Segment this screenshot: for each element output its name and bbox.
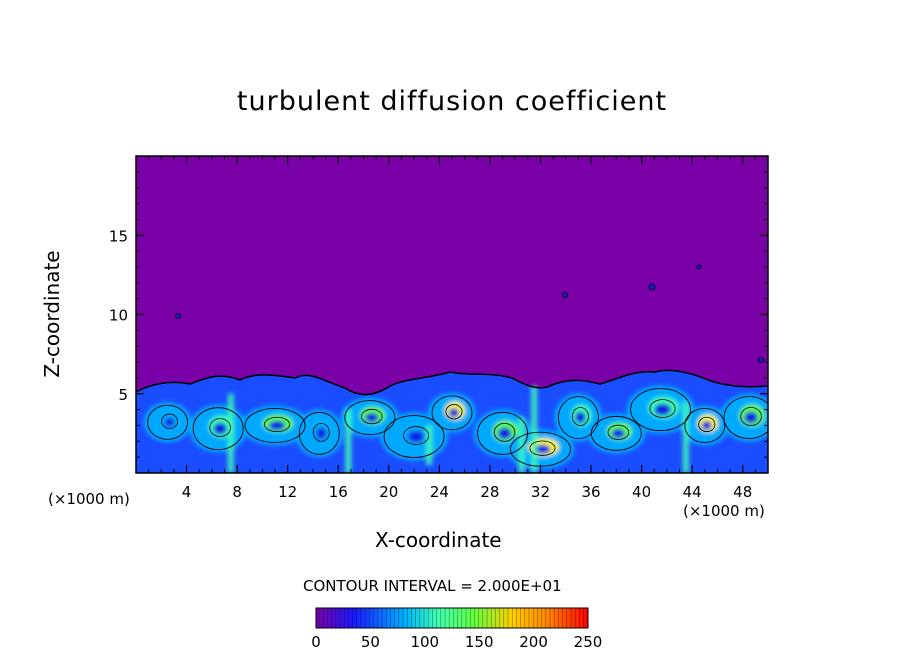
contour-ring — [493, 422, 516, 442]
eddy-center — [497, 427, 512, 440]
colorbar-tick-label: 100 — [410, 633, 439, 651]
x-tick-label: 8 — [232, 483, 242, 501]
colorbar-tick-label: 0 — [311, 633, 321, 651]
contour-ring — [529, 440, 556, 456]
x-tick-label: 28 — [480, 483, 499, 501]
contour-ring — [312, 422, 330, 442]
x-axis-label: X-coordinate — [375, 528, 502, 552]
x-axis-ticks: 4 8 12 16 20 24 28 32 36 40 44 48 — [148, 156, 756, 501]
contour-ring — [590, 415, 642, 451]
contour-interval-note: CONTOUR INTERVAL = 2.000E+01 — [303, 577, 562, 595]
plume-streak — [227, 393, 234, 473]
contour-ring — [740, 407, 762, 426]
contour-ring — [698, 416, 716, 433]
colorbar-tick-label: 200 — [519, 633, 548, 651]
x-tick-label: 4 — [182, 483, 192, 501]
y-tick-label: 10 — [109, 307, 128, 325]
eddy-center — [744, 411, 758, 424]
contour-ring — [723, 396, 768, 439]
eddy-center — [164, 417, 176, 428]
y-axis-ticks: 5 10 15 — [109, 171, 768, 458]
x-tick-label: 32 — [531, 483, 550, 501]
plume-streak — [682, 401, 689, 473]
eddy-center — [364, 412, 379, 423]
eddy-center — [407, 430, 425, 443]
plume-streak — [426, 425, 433, 466]
x-tick-label: 48 — [733, 483, 752, 501]
contour-ring — [192, 407, 244, 451]
x-tick-label: 40 — [632, 483, 651, 501]
colorbar-tick-label: 250 — [574, 633, 603, 651]
x-tick-label: 20 — [379, 483, 398, 501]
contour-ring — [344, 400, 396, 435]
colorbar-tick-label: 50 — [361, 633, 380, 651]
x-tick-label: 44 — [683, 483, 702, 501]
x-tick-label: 12 — [278, 483, 297, 501]
contour-ring — [161, 413, 179, 429]
eddy-center — [448, 407, 460, 418]
eddy-center — [701, 420, 713, 431]
layer-outline — [136, 369, 768, 396]
eddy-center — [213, 422, 228, 435]
colorbar-ticks: 0 50 100 150 200 250 — [311, 633, 602, 651]
contour-ring — [630, 388, 692, 432]
contour-ring — [264, 416, 291, 433]
eddy-center — [611, 428, 626, 439]
contour-ring — [557, 396, 599, 439]
chart-title: turbulent diffusion coefficient — [236, 86, 668, 117]
y-axis-label: Z-coordinate — [40, 250, 64, 378]
plume-streak — [531, 385, 538, 473]
x-tick-label: 24 — [430, 483, 449, 501]
y-tick-label: 15 — [109, 227, 128, 245]
eddy-center — [654, 403, 671, 416]
contour-ring — [403, 426, 430, 445]
contour-ring — [571, 407, 589, 426]
eddy-center — [315, 427, 327, 440]
contour-ring — [649, 399, 676, 419]
contour-ring — [361, 408, 383, 425]
contour-ring — [431, 395, 473, 431]
colorbar-stripes — [318, 608, 589, 628]
x-unit-label-left: (×1000 m) — [48, 490, 130, 508]
contour-ring — [445, 404, 463, 420]
contour-ring — [244, 408, 306, 443]
x-tick-label: 36 — [581, 483, 600, 501]
x-tick-label: 16 — [329, 483, 348, 501]
eddy-center — [534, 444, 551, 455]
x-unit-label-right: (×1000 m) — [683, 502, 765, 520]
contour-ring — [684, 408, 726, 443]
plume-streak — [518, 417, 525, 473]
contour-ring — [607, 424, 630, 440]
turbulent-layer — [136, 264, 768, 473]
eddy-center — [268, 420, 286, 431]
contour-ring — [298, 411, 340, 455]
contour-ring — [383, 415, 445, 458]
contour-ring — [209, 418, 231, 438]
colorbar-tick-label: 150 — [465, 633, 494, 651]
eddy-center — [575, 411, 586, 424]
y-tick-label: 5 — [118, 386, 128, 404]
plume-streak — [345, 409, 352, 473]
contour-ring — [147, 404, 189, 440]
